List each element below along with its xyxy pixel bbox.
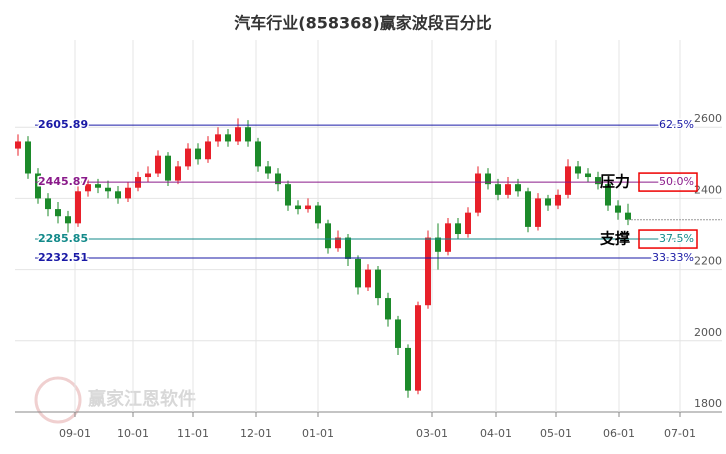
- level-pct: 37.5%: [659, 232, 694, 245]
- level-value: 2232.51: [38, 251, 88, 264]
- candle-body: [485, 173, 491, 185]
- candle-body: [495, 184, 501, 195]
- level-value: 2445.87: [38, 175, 88, 188]
- level-note: 压力: [600, 173, 630, 191]
- candle-body: [625, 212, 631, 220]
- level-pct: 33.33%: [652, 251, 694, 264]
- candle-body: [425, 237, 431, 306]
- candle-body: [165, 155, 171, 181]
- x-tick-label: 10-01: [117, 427, 149, 440]
- candle-body: [515, 184, 521, 192]
- x-tick-label: 11-01: [177, 427, 209, 440]
- y-tick-label: 2000: [694, 326, 722, 339]
- candle-body: [245, 127, 251, 142]
- candle-body: [435, 237, 441, 252]
- candle-body: [325, 223, 331, 249]
- candle-body: [195, 148, 201, 160]
- level-pct: 62.5%: [659, 118, 694, 131]
- candle-body: [565, 166, 571, 195]
- candle-body: [105, 187, 111, 192]
- candle-body: [255, 141, 261, 167]
- level-box: [638, 229, 698, 249]
- level-note: 支撑: [599, 230, 630, 248]
- y-tick-label: 2600: [694, 112, 722, 125]
- x-tick-label: 12-01: [240, 427, 272, 440]
- candle-body: [275, 173, 281, 185]
- candle-body: [415, 305, 421, 391]
- candle-body: [455, 223, 461, 235]
- x-tick-label: 03-01: [416, 427, 448, 440]
- x-tick-label: 05-01: [540, 427, 572, 440]
- candle-body: [335, 237, 341, 249]
- candle-body: [85, 184, 91, 192]
- candle-body: [305, 205, 311, 210]
- candle-body: [75, 191, 81, 224]
- candle-body: [155, 155, 161, 174]
- candle-body: [615, 205, 621, 213]
- x-tick-label: 06-01: [603, 427, 635, 440]
- candle-body: [525, 191, 531, 227]
- watermark: 赢家江恩软件: [88, 388, 196, 410]
- candle-body: [395, 319, 401, 348]
- candle-body: [295, 205, 301, 210]
- candle-body: [545, 198, 551, 206]
- x-tick-label: 01-01: [302, 427, 334, 440]
- candle-body: [585, 173, 591, 178]
- candle-body: [95, 184, 101, 188]
- candle-body: [605, 184, 611, 206]
- candle-body: [225, 134, 231, 142]
- candle-body: [45, 198, 51, 210]
- candle-body: [55, 209, 61, 217]
- candle-body: [465, 212, 471, 235]
- level-value: 2285.85: [38, 232, 88, 245]
- candle-body: [205, 141, 211, 160]
- candle-body: [355, 258, 361, 288]
- candle-body: [385, 298, 391, 320]
- x-tick-label: 07-01: [664, 427, 696, 440]
- candle-body: [145, 173, 151, 178]
- candle-body: [185, 148, 191, 167]
- candle-body: [575, 166, 581, 174]
- level-box: [638, 172, 698, 192]
- y-tick-label: 1800: [694, 397, 722, 410]
- candle-body: [445, 223, 451, 252]
- level-value: 2605.89: [38, 118, 88, 131]
- candle-body: [285, 184, 291, 206]
- candle-body: [475, 173, 481, 213]
- candle-body: [215, 134, 221, 142]
- candle-body: [35, 173, 41, 199]
- x-tick-label: 04-01: [480, 427, 512, 440]
- candle-body: [65, 216, 71, 224]
- candle-body: [265, 166, 271, 174]
- candle-body: [405, 347, 411, 391]
- candle-body: [315, 205, 321, 224]
- candle-body: [365, 269, 371, 288]
- candle-body: [535, 198, 541, 227]
- candle-body: [15, 141, 21, 149]
- candle-body: [235, 127, 241, 142]
- y-tick-label: 2200: [694, 255, 722, 268]
- candle-body: [505, 184, 511, 195]
- x-tick-label: 09-01: [59, 427, 91, 440]
- candle-body: [115, 191, 121, 199]
- candle-body: [175, 166, 181, 181]
- candle-body: [555, 194, 561, 206]
- candle-body: [345, 237, 351, 259]
- candle-body: [595, 177, 601, 185]
- level-pct: 50.0%: [659, 175, 694, 188]
- watermark-logo: [34, 376, 82, 424]
- chart-title: 汽车行业(858368)赢家波段百分比: [234, 14, 491, 33]
- y-tick-label: 2400: [694, 183, 722, 196]
- candle-body: [375, 269, 381, 299]
- candle-body: [125, 187, 131, 199]
- candle-body: [25, 141, 31, 174]
